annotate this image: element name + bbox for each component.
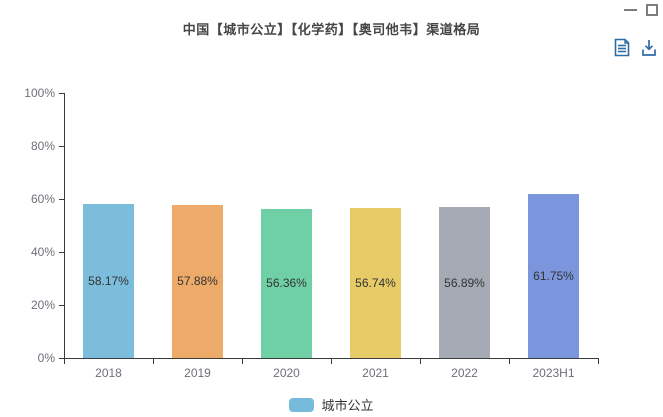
x-axis-label-2018: 2018 [95,366,122,380]
y-axis-label: 80% [30,139,55,153]
y-axis-tick [59,305,64,306]
bar-2018[interactable] [83,203,134,358]
x-axis-line [64,358,599,359]
x-axis-tick [242,359,243,364]
chart-title: 中国【城市公立】【化学药】【奥司他韦】渠道格局 [182,22,481,37]
x-axis-label-2020: 2020 [273,366,300,380]
y-axis-line [64,93,65,358]
y-axis-label: 0% [37,351,55,365]
x-axis-tick [153,359,154,364]
legend-marker [289,397,315,412]
x-axis-label-2019: 2019 [184,366,211,380]
bar-2022[interactable] [439,207,490,358]
y-axis-label: 100% [24,86,55,100]
x-axis-label-2023H1: 2023H1 [532,366,575,380]
data-view-icon[interactable] [614,38,630,62]
bar-2023H1[interactable] [528,194,579,358]
y-axis-label: 60% [30,192,55,206]
x-axis-tick [598,359,599,364]
legend-label: 城市公立 [321,398,374,413]
y-axis-tick [59,146,64,147]
toolbox [614,38,657,62]
maximize-icon[interactable] [646,4,658,16]
y-axis-tick [59,93,64,94]
y-axis-label: 20% [30,298,55,312]
x-axis-tick [64,359,65,364]
x-axis-label-2022: 2022 [451,366,478,380]
download-icon[interactable] [641,39,657,62]
bar-2020[interactable] [261,208,312,358]
x-axis-tick [509,359,510,364]
y-axis-label: 40% [30,245,55,259]
bar-2019[interactable] [172,204,223,358]
y-axis-tick [59,199,64,200]
y-axis-tick [59,252,64,253]
x-axis-tick [420,359,421,364]
minimize-icon[interactable] [624,9,637,11]
x-axis-label-2021: 2021 [362,366,389,380]
x-axis-tick [331,359,332,364]
bar-2021[interactable] [350,207,401,358]
window-controls [624,2,658,18]
y-axis-tick [59,358,64,359]
legend-item[interactable]: 城市公立 [0,395,663,414]
